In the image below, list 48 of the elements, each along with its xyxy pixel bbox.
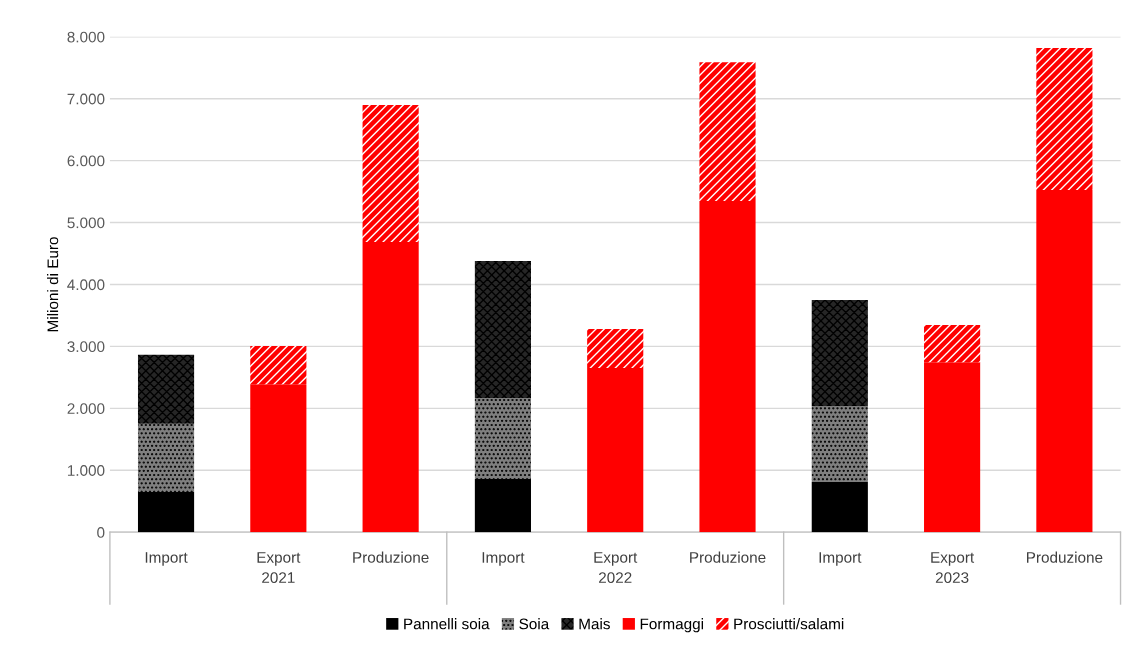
bar [474, 260, 531, 399]
x-tick-label: Import [145, 552, 188, 566]
y-tick-label: 2.000 [67, 403, 105, 415]
legend-label: Soia [519, 618, 550, 630]
text: 2022 [599, 572, 632, 584]
x-tick-label: Export [931, 552, 975, 566]
x-tick-label: Produzione [1027, 551, 1103, 563]
x-tick-label: Produzione [690, 551, 766, 563]
x-tick-label: Produzione [353, 551, 429, 563]
x-tick-label: Import [482, 552, 525, 566]
x-tick-label: Import [819, 552, 862, 566]
y-tick-label: 4.000 [67, 279, 105, 291]
y-tick-label: 7.000 [67, 93, 105, 105]
bar [811, 299, 868, 407]
y-tick-label: 3.000 [67, 341, 105, 353]
text: 2021 [262, 572, 295, 584]
bar [474, 478, 531, 533]
text: 2023 [935, 572, 969, 584]
bar [1036, 190, 1093, 533]
bar [137, 491, 195, 533]
bar [1036, 47, 1093, 191]
bar [137, 354, 195, 424]
y-tick-label: 8.000 [67, 31, 105, 43]
bar [250, 346, 307, 385]
bar [362, 104, 419, 243]
y-tick-label: 5.000 [67, 217, 105, 229]
bar [924, 325, 981, 363]
y-tick-label: 0 [97, 527, 105, 538]
bar [137, 423, 195, 492]
bar [811, 482, 868, 533]
y-tick-label: 1.000 [67, 465, 105, 476]
bar [250, 384, 307, 533]
x-tick-label: Export [594, 552, 638, 566]
bar [587, 368, 644, 533]
bar [362, 242, 419, 533]
bar [474, 398, 531, 479]
y-axis-title: Milioni di Euro [47, 237, 59, 332]
x-tick-label: Export [257, 552, 301, 566]
legend-label: Pannelli soia [404, 618, 490, 630]
legend-label: Prosciutti/salami [734, 618, 844, 630]
bar [924, 362, 981, 533]
bar [699, 200, 756, 533]
legend-label: Formaggi [640, 618, 704, 633]
bar [811, 406, 868, 483]
bar [699, 62, 756, 201]
y-tick-label: 6.000 [67, 155, 105, 167]
legend-label: Mais [579, 618, 610, 630]
bar [587, 329, 644, 369]
